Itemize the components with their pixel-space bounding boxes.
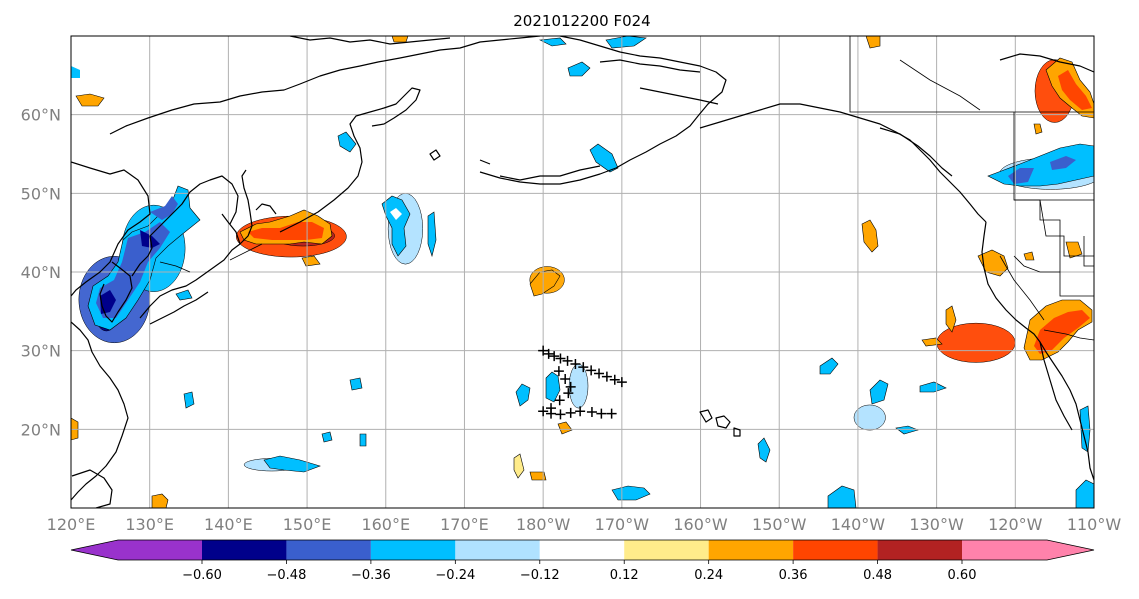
colorbar-extend-low (71, 540, 118, 560)
colorbar-outline (70, 539, 1095, 561)
track-marker (586, 365, 597, 376)
lat-tick-label: 60°N (21, 106, 61, 125)
track-marker (601, 371, 612, 382)
track-marker (555, 353, 566, 364)
lon-tick-label: 120°W (988, 515, 1043, 534)
lat-tick-label: 40°N (21, 263, 61, 282)
track-marker (594, 368, 605, 379)
track-marker (575, 406, 586, 417)
track-marker (549, 351, 560, 362)
lon-tick-label: 130°W (909, 515, 964, 534)
track-marker (563, 388, 574, 399)
track-marker (538, 406, 549, 417)
anomaly-region (853, 404, 886, 431)
colorbar-extend-high (1047, 540, 1094, 560)
lon-tick-label: 160°E (361, 515, 410, 534)
lon-tick-label: 180°W (516, 515, 571, 534)
map-frame (70, 35, 1095, 509)
map-gridlines (71, 36, 1094, 508)
lon-tick-label: 130°E (125, 515, 174, 534)
track-marker (586, 407, 597, 418)
colorbar-segment (962, 540, 1047, 560)
colorbar-label: 0.12 (610, 568, 639, 583)
track-marker (546, 408, 557, 419)
track-marker (596, 408, 607, 419)
track-marker (609, 374, 620, 385)
track-marker (554, 395, 565, 406)
lon-tick-label: 140°W (831, 515, 886, 534)
track-marker (606, 408, 617, 419)
colorbar-segment (286, 540, 371, 560)
storm-track (538, 345, 627, 420)
lon-tick-label: 150°W (752, 515, 807, 534)
track-marker (543, 348, 554, 359)
lon-tick-label: 160°W (673, 515, 728, 534)
lat-tick-label: 50°N (21, 184, 61, 203)
latitude-ticks: 20°N 30°N 40°N 50°N 60°N (21, 106, 61, 440)
colorbar-label: −0.60 (182, 568, 222, 583)
track-marker (565, 381, 576, 392)
track-marker (565, 407, 576, 418)
track-marker (616, 377, 627, 388)
anomaly-patches (71, 36, 1094, 508)
colorbar-label: 0.60 (948, 568, 977, 583)
track-marker (562, 355, 573, 366)
lon-tick-label: 140°E (204, 515, 253, 534)
track-marker (570, 359, 581, 370)
colorbar-segment (793, 540, 878, 560)
lon-tick-label: 150°E (283, 515, 332, 534)
colorbar-label: −0.36 (351, 568, 391, 583)
lon-tick-label: 120°E (47, 515, 96, 534)
lon-tick-label: 170°E (440, 515, 489, 534)
colorbar-segment (624, 540, 709, 560)
colorbar-segment (202, 540, 287, 560)
anomaly-region (936, 322, 1016, 363)
colorbar-segment (455, 540, 540, 560)
colorbar-label: 0.48 (863, 568, 892, 583)
lon-tick-label: 110°W (1067, 515, 1122, 534)
colorbar-label: −0.24 (435, 568, 475, 583)
colorbar-segment (118, 540, 202, 560)
colorbar-segment (539, 540, 625, 560)
track-marker (578, 362, 589, 373)
colorbar: −0.60 −0.48 −0.36 −0.24 −0.12 0.12 0.24 0.36 0.4… (70, 539, 1095, 583)
colorbar-segment (877, 540, 962, 560)
track-marker (553, 366, 564, 377)
borders (159, 36, 1094, 341)
colorbar-label: −0.48 (267, 568, 307, 583)
track-marker (555, 409, 566, 420)
colorbar-label: 0.24 (694, 568, 723, 583)
track-marker (538, 345, 549, 356)
colorbar-segment (708, 540, 794, 560)
colorbar-label: −0.12 (520, 568, 560, 583)
lat-tick-label: 30°N (21, 342, 61, 361)
anomaly-region (568, 363, 589, 409)
map-title: 2021012200 F024 (513, 12, 650, 30)
coastlines (71, 36, 1094, 508)
track-marker (560, 373, 571, 384)
longitude-ticks: 120°E 130°E 140°E 150°E 160°E 170°E 180°W 170°W… (47, 515, 1122, 534)
colorbar-segment (370, 540, 456, 560)
lat-tick-label: 20°N (21, 420, 61, 439)
colorbar-label: 0.36 (779, 568, 808, 583)
lon-tick-label: 170°W (595, 515, 650, 534)
